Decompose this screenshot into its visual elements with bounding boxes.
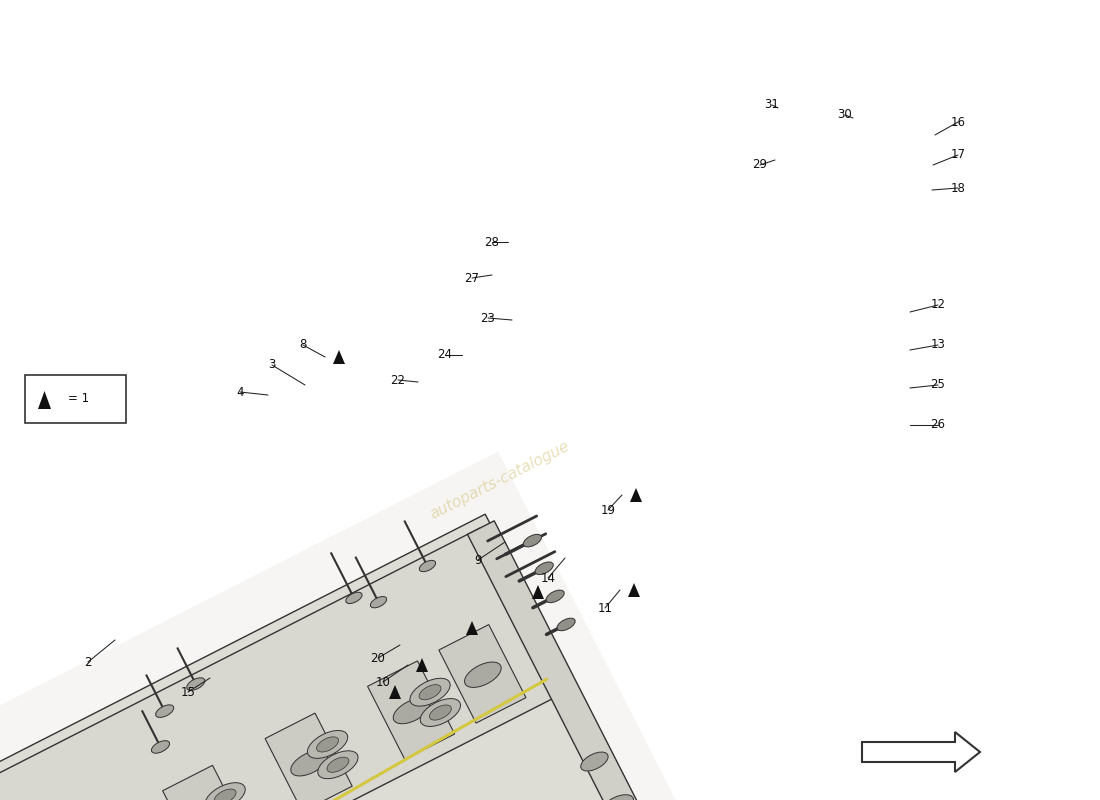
- Polygon shape: [307, 730, 348, 758]
- Text: 22: 22: [390, 374, 406, 386]
- Polygon shape: [0, 528, 564, 800]
- Polygon shape: [524, 534, 541, 547]
- Polygon shape: [371, 597, 387, 608]
- Polygon shape: [601, 794, 634, 800]
- Polygon shape: [393, 698, 430, 724]
- Polygon shape: [420, 698, 461, 726]
- Polygon shape: [156, 705, 174, 718]
- Text: 30: 30: [837, 109, 852, 122]
- Polygon shape: [466, 621, 478, 635]
- Text: = 1: = 1: [68, 393, 89, 406]
- Polygon shape: [546, 590, 564, 602]
- Text: 20: 20: [371, 651, 385, 665]
- Polygon shape: [389, 685, 402, 699]
- Text: 8: 8: [299, 338, 307, 351]
- Text: 26: 26: [931, 418, 946, 431]
- Text: 16: 16: [950, 115, 966, 129]
- Text: 11: 11: [597, 602, 613, 614]
- Text: 2: 2: [85, 655, 91, 669]
- Text: 24: 24: [438, 349, 452, 362]
- Text: 18: 18: [950, 182, 966, 194]
- Polygon shape: [317, 737, 339, 752]
- Polygon shape: [187, 678, 205, 690]
- Text: 3: 3: [268, 358, 276, 371]
- Polygon shape: [532, 585, 544, 599]
- Polygon shape: [464, 662, 502, 687]
- Text: 29: 29: [752, 158, 768, 171]
- Polygon shape: [265, 713, 352, 800]
- Text: 19: 19: [601, 503, 616, 517]
- Polygon shape: [628, 583, 640, 597]
- Polygon shape: [0, 451, 714, 800]
- Text: 9: 9: [474, 554, 482, 566]
- Polygon shape: [39, 391, 51, 409]
- Polygon shape: [536, 562, 553, 574]
- Text: 4: 4: [236, 386, 244, 398]
- Polygon shape: [367, 661, 454, 759]
- Polygon shape: [419, 560, 436, 572]
- Polygon shape: [214, 789, 236, 800]
- Polygon shape: [152, 741, 169, 754]
- Polygon shape: [205, 782, 245, 800]
- Polygon shape: [581, 752, 608, 771]
- Text: 27: 27: [464, 271, 480, 285]
- Polygon shape: [862, 732, 980, 772]
- Text: 10: 10: [375, 675, 390, 689]
- Polygon shape: [333, 350, 345, 364]
- Polygon shape: [439, 625, 526, 723]
- Polygon shape: [468, 521, 667, 800]
- Polygon shape: [429, 705, 451, 720]
- FancyBboxPatch shape: [25, 375, 126, 423]
- Text: 25: 25: [931, 378, 945, 391]
- Polygon shape: [0, 514, 673, 800]
- Text: 13: 13: [931, 338, 945, 351]
- Text: 15: 15: [180, 686, 196, 698]
- Polygon shape: [419, 685, 441, 700]
- Text: 12: 12: [931, 298, 946, 311]
- Polygon shape: [345, 592, 362, 603]
- Polygon shape: [327, 757, 349, 772]
- Text: 14: 14: [540, 571, 556, 585]
- Text: 17: 17: [950, 149, 966, 162]
- Polygon shape: [290, 750, 328, 776]
- Polygon shape: [318, 750, 359, 778]
- Polygon shape: [557, 618, 575, 630]
- Text: 31: 31: [764, 98, 780, 111]
- Text: 23: 23: [481, 311, 495, 325]
- Polygon shape: [416, 658, 428, 672]
- Polygon shape: [410, 678, 450, 706]
- Text: autoparts-catalogue: autoparts-catalogue: [428, 438, 572, 522]
- Polygon shape: [630, 488, 642, 502]
- Polygon shape: [163, 766, 250, 800]
- Text: 28: 28: [485, 235, 499, 249]
